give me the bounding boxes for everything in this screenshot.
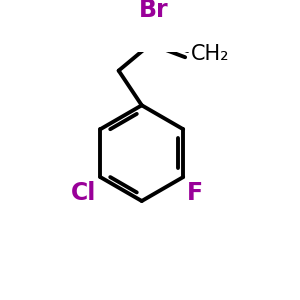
Text: Br: Br xyxy=(139,0,168,22)
Text: Cl: Cl xyxy=(71,181,96,205)
Text: F: F xyxy=(187,181,203,205)
Text: CH₂: CH₂ xyxy=(190,44,229,64)
